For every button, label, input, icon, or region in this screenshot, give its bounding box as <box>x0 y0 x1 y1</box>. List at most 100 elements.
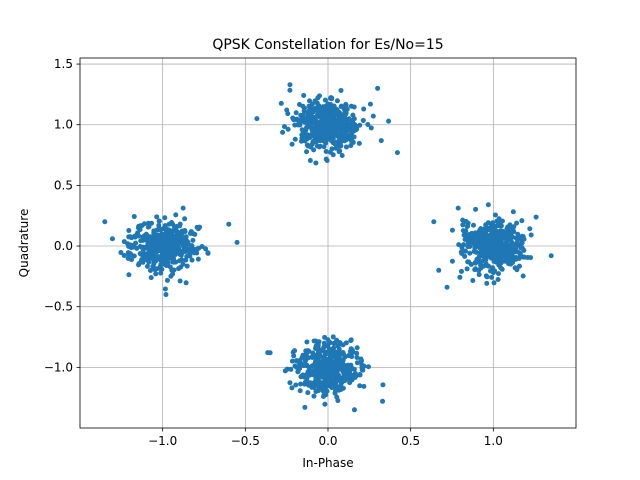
scatter-point <box>386 118 392 124</box>
scatter-point <box>337 148 343 154</box>
scatter-point <box>312 366 318 372</box>
scatter-point <box>484 274 490 280</box>
scatter-point <box>126 272 132 278</box>
scatter-point <box>516 263 522 269</box>
scatter-point <box>342 377 348 383</box>
y-axis-label: Quadrature <box>17 209 31 278</box>
scatter-point <box>460 222 466 228</box>
scatter-point <box>484 234 490 240</box>
scatter-point <box>297 388 303 394</box>
scatter-point <box>203 246 209 252</box>
scatter-point <box>317 114 323 120</box>
scatter-point <box>254 116 260 122</box>
scatter-point <box>234 239 240 245</box>
scatter-point <box>121 252 127 258</box>
scatter-point <box>485 202 491 208</box>
scatter-point <box>504 226 510 232</box>
scatter-point <box>287 82 293 88</box>
scatter-point <box>327 123 333 129</box>
scatter-point <box>334 361 340 367</box>
scatter-point <box>499 266 505 272</box>
scatter-point <box>449 227 455 233</box>
scatter-point <box>316 129 322 135</box>
scatter-point <box>166 247 172 253</box>
scatter-point <box>349 354 355 360</box>
scatter-point <box>330 334 336 340</box>
scatter-point <box>346 116 352 122</box>
scatter-point <box>313 376 319 382</box>
scatter-point <box>492 227 498 233</box>
scatter-point <box>338 87 344 93</box>
scatter-point <box>313 352 319 358</box>
scatter-point <box>189 243 195 249</box>
scatter-point <box>291 117 297 123</box>
scatter-point <box>351 128 357 134</box>
scatter-point <box>163 292 169 298</box>
scatter-point <box>170 271 176 277</box>
scatter-point <box>457 274 463 280</box>
scatter-point <box>144 263 150 269</box>
y-tick-label: 1.0 <box>54 118 73 132</box>
scatter-point <box>335 120 341 126</box>
scatter-point <box>510 228 516 234</box>
scatter-point <box>331 340 337 346</box>
scatter-point <box>334 98 340 104</box>
scatter-point <box>496 235 502 241</box>
scatter-point <box>495 277 501 283</box>
scatter-point <box>126 228 132 234</box>
scatter-point <box>361 106 367 112</box>
scatter-point <box>321 354 327 360</box>
scatter-point <box>528 232 534 238</box>
scatter-point <box>335 398 341 404</box>
x-tick-label: 0.5 <box>401 434 420 448</box>
scatter-point <box>162 215 168 221</box>
scatter-point <box>180 249 186 255</box>
scatter-point <box>109 236 115 242</box>
x-tick-label: −1.0 <box>148 434 177 448</box>
scatter-point <box>511 224 517 230</box>
scatter-point <box>300 352 306 358</box>
scatter-point <box>205 250 211 256</box>
scatter-point <box>176 266 182 272</box>
scatter-point <box>192 231 198 237</box>
scatter-point <box>492 257 498 263</box>
x-axis-label: In-Phase <box>302 456 353 470</box>
scatter-point <box>465 244 471 250</box>
scatter-point <box>444 284 450 290</box>
scatter-point <box>322 97 328 103</box>
x-tick-label: 0.0 <box>318 434 337 448</box>
scatter-point <box>330 384 336 390</box>
scatter-point <box>458 268 464 274</box>
scatter-point <box>321 128 327 134</box>
scatter-point <box>519 218 525 224</box>
scatter-point <box>181 236 187 242</box>
scatter-point <box>128 252 134 258</box>
scatter-point <box>471 241 477 247</box>
scatter-point <box>449 258 455 264</box>
scatter-point <box>164 277 170 283</box>
scatter-point <box>327 359 333 365</box>
scatter-point <box>351 407 357 413</box>
scatter-point <box>348 103 354 109</box>
scatter-point <box>533 214 539 220</box>
scatter-point <box>151 231 157 237</box>
scatter-point <box>470 222 476 228</box>
scatter-point <box>508 244 514 250</box>
scatter-point <box>297 122 303 128</box>
scatter-point <box>295 358 301 364</box>
scatter-point <box>182 228 188 234</box>
scatter-point <box>337 350 343 356</box>
scatter-point <box>301 92 307 98</box>
scatter-point <box>322 363 328 369</box>
scatter-point <box>341 370 347 376</box>
scatter-point <box>339 152 345 158</box>
scatter-point <box>343 144 349 150</box>
scatter-point <box>180 205 186 211</box>
scatter-point <box>182 216 188 222</box>
scatter-point <box>337 384 343 390</box>
scatter-point <box>140 254 146 260</box>
scatter-point <box>278 100 284 106</box>
scatter-point <box>329 96 335 102</box>
scatter-point <box>342 126 348 132</box>
scatter-point <box>506 261 512 267</box>
